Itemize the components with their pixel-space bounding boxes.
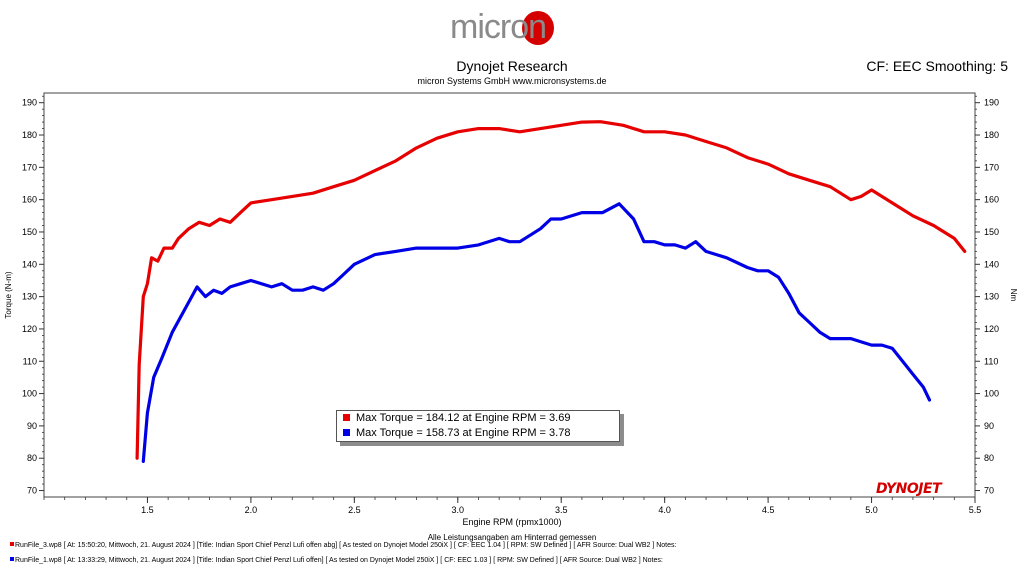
logo-swoosh xyxy=(522,11,554,45)
y-tick-label: 140 xyxy=(22,259,37,269)
legend-swatch-red xyxy=(343,414,350,421)
y-tick-label: 70 xyxy=(27,486,37,496)
x-tick-label: 5.5 xyxy=(969,505,982,515)
x-tick-label: 2.5 xyxy=(348,505,361,515)
chart-title: Dynojet Research xyxy=(456,58,568,74)
run-info-text: RunFile_3.wp8 [ At: 15:50:20, Mittwoch, … xyxy=(15,542,677,549)
y-tick-label: 130 xyxy=(22,292,37,302)
torque-line-red xyxy=(135,120,967,460)
run-info-text: RunFile_1.wp8 [ At: 13:33:29, Mittwoch, … xyxy=(15,557,663,564)
x-tick-label: 4.0 xyxy=(658,505,671,515)
x-axis: 1.5 2.0 2.5 3.0 3.5 4.0 4.5 5.0 5.5 xyxy=(43,497,982,515)
y-tick-label: 130 xyxy=(984,292,999,302)
footer-note: Alle Leistungsangaben am Hinterrad gemes… xyxy=(427,533,597,542)
series-layer xyxy=(135,120,967,463)
micron-logo-graphic: micron xyxy=(450,8,554,46)
y-tick-label: 190 xyxy=(984,98,999,108)
y-tick-label: 190 xyxy=(22,98,37,108)
run-color-marker xyxy=(10,542,14,546)
dynojet-wordmark: DYNOJET xyxy=(876,481,942,497)
y-axis-label: Torque (N-m) xyxy=(4,271,13,318)
y-tick-label: 100 xyxy=(22,389,37,399)
legend-label: Max Torque = 158.73 at Engine RPM = 3.78 xyxy=(356,427,571,439)
y-tick-label: 170 xyxy=(22,162,37,172)
y-tick-label: 90 xyxy=(984,421,994,431)
y-tick-label: 100 xyxy=(984,389,999,399)
y-tick-label: 80 xyxy=(27,453,37,463)
logo-wordmark: micron xyxy=(450,8,546,46)
x-axis-label: Engine RPM (rpmx1000) xyxy=(462,517,562,527)
y-tick-label: 140 xyxy=(984,259,999,269)
y-tick-label: 70 xyxy=(984,486,994,496)
y-tick-label: 120 xyxy=(22,324,37,334)
x-tick-label: 4.5 xyxy=(762,505,775,515)
x-tick-label: 3.5 xyxy=(555,505,568,515)
dynojet-logo: DYNOJET xyxy=(876,481,942,497)
y-tick-label: 180 xyxy=(22,130,37,140)
run-info-line: RunFile_3.wp8 [ At: 15:50:20, Mittwoch, … xyxy=(10,542,676,549)
legend-item: Max Torque = 158.73 at Engine RPM = 3.78 xyxy=(337,426,619,441)
y-tick-label: 120 xyxy=(984,324,999,334)
y-tick-label: 150 xyxy=(22,227,37,237)
y-tick-label: 170 xyxy=(984,162,999,172)
y-axis-left: 70 80 90 100 110 120 130 140 150 160 170 180 190 xyxy=(22,95,44,496)
y-tick-label: 90 xyxy=(27,421,37,431)
y-tick-label: 110 xyxy=(23,356,37,366)
x-tick-label: 5.0 xyxy=(865,505,878,515)
y-tick-label: 160 xyxy=(22,195,37,205)
x-tick-label: 3.0 xyxy=(452,505,465,515)
y-tick-label: 160 xyxy=(984,195,999,205)
micron-logo: micron xyxy=(448,6,580,56)
x-tick-label: 2.0 xyxy=(245,505,258,515)
chart-subtitle: micron Systems GmbH www.micronsystems.de xyxy=(417,76,607,86)
run-info-line: RunFile_1.wp8 [ At: 13:33:29, Mittwoch, … xyxy=(10,557,663,564)
run-color-marker xyxy=(10,557,14,561)
y-axis-right: 70 80 90 100 110 120 130 140 150 160 170 180 190 xyxy=(975,95,999,496)
legend: Max Torque = 184.12 at Engine RPM = 3.69… xyxy=(336,410,620,442)
correction-factor-label: CF: EEC Smoothing: 5 xyxy=(866,58,1008,74)
y-tick-label: 180 xyxy=(984,130,999,140)
x-tick-label: 1.5 xyxy=(141,505,154,515)
y-axis-label-right: Nm xyxy=(1009,289,1018,302)
legend-label: Max Torque = 184.12 at Engine RPM = 3.69 xyxy=(356,412,571,424)
y-tick-label: 110 xyxy=(984,356,998,366)
y-tick-label: 80 xyxy=(984,453,994,463)
legend-item: Max Torque = 184.12 at Engine RPM = 3.69 xyxy=(337,411,619,426)
y-tick-label: 150 xyxy=(984,227,999,237)
torque-line-blue xyxy=(141,202,932,463)
legend-swatch-blue xyxy=(343,429,350,436)
